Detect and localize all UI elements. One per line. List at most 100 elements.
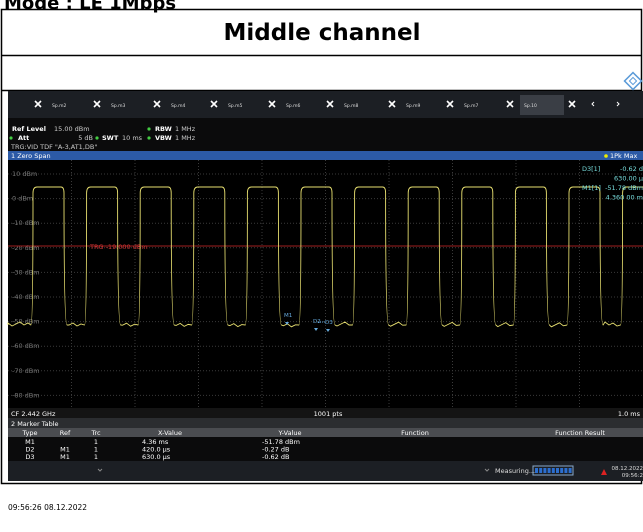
progress-segment [564, 468, 568, 473]
table-cell: D2 [25, 446, 34, 454]
setting-label: RBW [155, 125, 172, 133]
table-cell: 1 [94, 446, 98, 454]
column-header: Function Result [555, 429, 605, 437]
trigger-setting: TRG:VID TDF "A-3,AT1,DB" [10, 143, 97, 151]
trace-mode: 1Pk Max [610, 152, 637, 160]
marker-info-value: 630.00 µ [614, 175, 643, 183]
warning-icon [601, 469, 607, 475]
window-title-bar [8, 151, 643, 160]
y-axis-label: -60 dBm [12, 342, 40, 350]
tab-close [210, 100, 218, 108]
tab-close [153, 100, 161, 108]
tab-close [388, 100, 396, 108]
column-header: Type [22, 429, 38, 437]
status-bar [8, 461, 643, 481]
progress-segment [568, 468, 572, 473]
y-axis-label: 0 dBm [12, 195, 33, 203]
column-header: Y-Value [277, 429, 301, 437]
progress-segment [535, 468, 538, 473]
table-cell: -0.27 dB [262, 446, 289, 454]
tab-close [506, 100, 514, 108]
marker-info-value: 4.360 00 m [606, 194, 643, 202]
setting-value: 5 dB [78, 134, 93, 142]
status-time: 09:56:2 [622, 473, 643, 479]
y-axis-label: -40 dBm [12, 293, 40, 301]
tab-close [326, 100, 334, 108]
table-cell: -0.62 dB [262, 453, 289, 461]
dropdown-arrow [97, 468, 103, 472]
tab-label: Sp.m4 [171, 103, 186, 109]
tab-label: Sp.m6 [286, 103, 301, 109]
tab-label: Sp.m8 [344, 103, 359, 109]
logo [623, 71, 643, 91]
progress-segment [547, 468, 551, 473]
y-axis-label: -50 dBm [12, 318, 40, 326]
tab-label: Sp.m9 [406, 103, 421, 109]
status-dot [9, 136, 13, 140]
y-axis-label: -70 dBm [12, 367, 40, 375]
column-header: Trc [90, 429, 101, 437]
column-header: Function [401, 429, 429, 437]
dropdown-arrow [484, 468, 490, 472]
table-cell: 4.36 ms [142, 438, 169, 446]
table-cell: M1 [60, 446, 70, 454]
table-cell: 1 [94, 438, 98, 446]
setting-value: 1 MHz [175, 125, 196, 133]
table-header: Middle channel [224, 20, 421, 46]
column-header: Ref [60, 429, 71, 437]
marker-symbol [314, 328, 318, 331]
marker-label: D3 [325, 320, 333, 326]
table-cell: 1 [94, 453, 98, 461]
x-scale: 1.0 ms [618, 410, 641, 418]
setting-label: VBW [155, 134, 172, 142]
marker-label: M1 [284, 313, 292, 319]
marker-info-value: -51.78 dBm [605, 184, 643, 192]
trigger-label: TRG -19.000 dBm [89, 243, 148, 251]
center-frequency: CF 2.442 GHz [11, 410, 56, 418]
active-tab [520, 95, 564, 115]
table-cell: M1 [60, 453, 70, 461]
progress-bar [532, 465, 574, 476]
tab-label: Sp.m2 [52, 103, 67, 109]
marker-table-title: 2 Marker Table [11, 420, 59, 428]
table-cell: M1 [25, 438, 35, 446]
table-cell: -51.78 dBm [262, 438, 300, 446]
progress-segment [543, 468, 547, 473]
marker-info-label: D3[1] [582, 165, 600, 173]
trace [7, 186, 643, 328]
marker-table-header [8, 428, 643, 437]
document-title: Mode : LE 1Mbps [4, 0, 176, 14]
setting-value: 15.00 dBm [54, 125, 90, 133]
plot-footer [8, 408, 643, 418]
marker-symbol [326, 329, 330, 332]
window-title: 1 Zero Span [11, 152, 51, 160]
tab-label: Sp.10 [524, 103, 537, 109]
tab-close [446, 100, 454, 108]
table-cell: 420.0 µs [142, 446, 171, 454]
progress-segment [539, 468, 543, 473]
tab-close [568, 100, 576, 108]
table-cell: 630.0 µs [142, 453, 171, 461]
trace-dot [604, 154, 608, 158]
y-axis-label: 10 dBm [12, 170, 37, 178]
setting-label: SWT [102, 134, 119, 142]
marker-symbol [285, 322, 289, 325]
setting-value: 10 ms [122, 134, 143, 142]
tab-label: Sp.m5 [228, 103, 243, 109]
marker-info-label: M1[1] [582, 184, 601, 192]
status-date: 08.12.2022 [612, 466, 643, 472]
tab-arrow [591, 101, 620, 107]
y-axis-label: -30 dBm [12, 268, 40, 276]
tab-close [268, 100, 276, 108]
marker-info-value: -0.62 d [620, 165, 643, 173]
status-dot [147, 127, 151, 131]
measuring-status: Measuring... [495, 467, 535, 475]
tab-close [93, 100, 101, 108]
tab-close [34, 100, 42, 108]
marker-table-title-bar [8, 418, 643, 428]
status-dot [147, 136, 151, 140]
table-cell: D3 [25, 453, 34, 461]
y-axis-label: -20 dBm [12, 244, 40, 252]
